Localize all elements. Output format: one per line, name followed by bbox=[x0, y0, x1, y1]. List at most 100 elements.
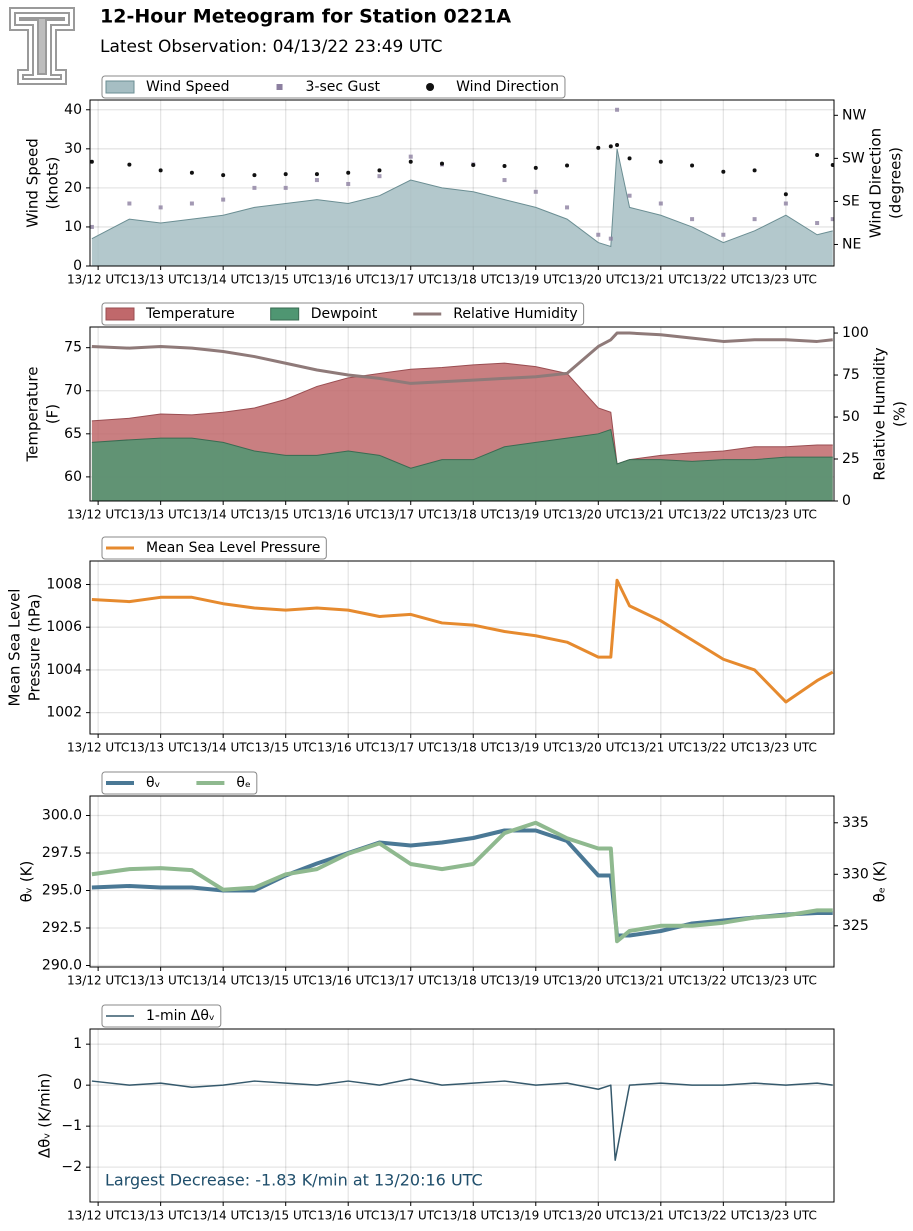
x-tick-label: 13/21 UTC bbox=[630, 273, 692, 287]
y-axis-label: Mean Sea Level bbox=[6, 589, 24, 707]
x-tick-label: 13/18 UTC bbox=[442, 741, 504, 755]
point bbox=[408, 154, 413, 159]
page-title: 12-Hour Meteogram for Station 0221A bbox=[100, 6, 511, 28]
point bbox=[127, 201, 132, 206]
point bbox=[377, 168, 382, 173]
point bbox=[627, 156, 632, 161]
line bbox=[91, 331, 833, 385]
panel: 13/12 UTC 13/13 UTC 13/14 UTC 13/15 UTC 13/1… bbox=[18, 771, 889, 988]
legend: θᵥ θₑ bbox=[101, 771, 258, 795]
point bbox=[815, 221, 820, 226]
x-tick-label: 13/15 UTC bbox=[255, 273, 317, 287]
plot-area bbox=[91, 1078, 833, 1161]
x-tick-label: 13/16 UTC bbox=[317, 273, 379, 287]
y2-tick-label: NW bbox=[842, 107, 866, 123]
point bbox=[471, 163, 476, 168]
legend-box bbox=[101, 1004, 222, 1028]
point bbox=[658, 201, 663, 206]
legend-label: θₑ bbox=[236, 775, 250, 791]
point bbox=[502, 178, 507, 183]
x-tick-label: 13/17 UTC bbox=[380, 508, 442, 522]
plot-area bbox=[90, 107, 834, 266]
axes-frame bbox=[89, 560, 835, 735]
x-tick-label: 13/23 UTC bbox=[755, 741, 817, 755]
x-tick-label: 13/15 UTC bbox=[255, 508, 317, 522]
legend-label: θᵥ bbox=[146, 775, 160, 791]
y-tick-label: 1006 bbox=[46, 619, 82, 635]
y-tick-label: −1 bbox=[61, 1118, 82, 1134]
point bbox=[221, 197, 226, 202]
point bbox=[565, 205, 570, 210]
x-tick-label: 13/18 UTC bbox=[442, 1209, 504, 1223]
y2-axis-label: Relative Humidity bbox=[871, 347, 889, 480]
y-axis-label: Temperature bbox=[24, 366, 42, 462]
x-tick-label: 13/23 UTC bbox=[755, 974, 817, 988]
x-tick-label: 13/14 UTC bbox=[192, 741, 254, 755]
x-tick-label: 13/22 UTC bbox=[692, 741, 754, 755]
y-tick-label: 1008 bbox=[46, 576, 82, 592]
logo bbox=[9, 7, 75, 85]
y-axis-label: (knots) bbox=[44, 157, 62, 210]
x-tick-label: 13/13 UTC bbox=[130, 974, 192, 988]
point bbox=[721, 232, 726, 237]
line bbox=[91, 820, 833, 944]
x-tick-label: 13/16 UTC bbox=[317, 741, 379, 755]
point bbox=[815, 153, 820, 158]
point bbox=[158, 205, 163, 210]
point bbox=[346, 170, 351, 175]
y-axis-label: (F) bbox=[44, 404, 62, 424]
x-tick-label: 13/21 UTC bbox=[630, 1209, 692, 1223]
legend-swatch bbox=[276, 84, 283, 90]
point bbox=[408, 159, 413, 164]
point bbox=[533, 189, 538, 194]
legend-label: Relative Humidity bbox=[453, 306, 577, 322]
x-tick-label: 13/18 UTC bbox=[442, 273, 504, 287]
y2-tick-label: SW bbox=[842, 150, 865, 166]
plot-area bbox=[91, 331, 833, 501]
panel: 13/12 UTC 13/13 UTC 13/14 UTC 13/15 UTC 13/1… bbox=[6, 536, 835, 755]
point bbox=[596, 145, 601, 150]
y-tick-label: 20 bbox=[64, 180, 82, 196]
y2-tick-label: 0 bbox=[842, 493, 851, 509]
legend-swatch bbox=[270, 307, 300, 321]
x-tick-label: 13/14 UTC bbox=[192, 508, 254, 522]
point bbox=[783, 192, 788, 197]
point bbox=[533, 165, 538, 170]
x-tick-label: 13/13 UTC bbox=[130, 508, 192, 522]
panel: 13/12 UTC 13/13 UTC 13/14 UTC 13/15 UTC 13/1… bbox=[24, 302, 909, 522]
point bbox=[502, 164, 507, 169]
x-tick-label: 13/20 UTC bbox=[567, 273, 629, 287]
y-axis-label: Δθᵥ (K/min) bbox=[36, 1073, 54, 1158]
x-tick-label: 13/15 UTC bbox=[255, 974, 317, 988]
point bbox=[690, 217, 695, 222]
x-tick-label: 13/13 UTC bbox=[130, 1209, 192, 1223]
x-tick-label: 13/12 UTC bbox=[67, 1209, 129, 1223]
point bbox=[90, 159, 94, 164]
x-tick-label: 13/17 UTC bbox=[380, 1209, 442, 1223]
x-tick-label: 13/16 UTC bbox=[317, 1209, 379, 1223]
legend-swatch bbox=[105, 80, 135, 94]
legend: Temperature Dewpoint Relative Humidity bbox=[101, 302, 585, 326]
line bbox=[91, 1078, 833, 1161]
point bbox=[377, 174, 382, 179]
y-axis-label: Pressure (hPa) bbox=[26, 594, 44, 702]
x-tick-label: 13/17 UTC bbox=[380, 974, 442, 988]
point bbox=[690, 163, 695, 168]
legend-box bbox=[101, 302, 585, 326]
legend-label: Wind Direction bbox=[456, 79, 559, 95]
x-tick-label: 13/12 UTC bbox=[67, 974, 129, 988]
axes-frame bbox=[89, 795, 835, 968]
point bbox=[752, 168, 757, 173]
x-tick-label: 13/20 UTC bbox=[567, 741, 629, 755]
x-tick-label: 13/14 UTC bbox=[192, 974, 254, 988]
y-tick-label: 30 bbox=[64, 141, 82, 157]
x-tick-label: 13/13 UTC bbox=[130, 741, 192, 755]
x-tick-label: 13/12 UTC bbox=[67, 741, 129, 755]
point bbox=[127, 162, 132, 167]
legend-label: Temperature bbox=[145, 306, 235, 322]
point bbox=[830, 163, 834, 168]
point bbox=[158, 168, 163, 173]
area-edge bbox=[91, 428, 833, 469]
y-tick-label: 1002 bbox=[46, 705, 82, 721]
